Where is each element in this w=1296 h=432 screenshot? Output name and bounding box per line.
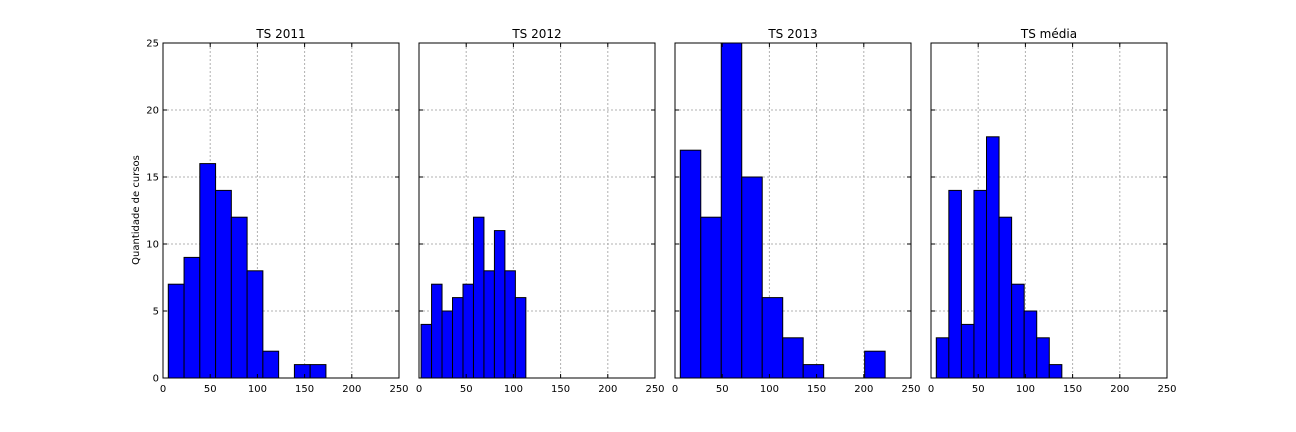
histogram-bar [1048,364,1063,379]
histogram-bar [483,270,495,379]
axes-frame [930,42,1168,379]
x-tick-label: 0 [928,384,934,395]
histogram-bar [1023,310,1038,379]
x-tick-label: 100 [760,384,779,395]
x-tick-label: 0 [160,384,166,395]
histogram-bar [199,163,217,379]
x-tick-label: 200 [598,384,617,395]
histogram-bar [431,283,443,379]
histogram-bar [472,216,485,379]
histogram-bar [1036,337,1050,379]
histogram-bar [960,323,975,379]
y-tick-label: 5 [153,307,159,318]
histogram-bar [309,364,327,379]
x-tick-label: 150 [551,384,570,395]
x-tick-label: 150 [807,384,826,395]
histogram-bar [720,42,743,379]
histogram-bar [462,283,474,379]
subplot-title: TS 2013 [767,27,817,41]
histogram-bar [948,189,962,379]
x-tick-label: 150 [1063,384,1082,395]
x-tick-label: 50 [204,384,217,395]
y-axis-label: Quantidade de cursos [131,155,142,265]
x-tick-label: 50 [460,384,473,395]
histogram-bar [293,364,311,379]
subplot-title: TS 2012 [511,27,561,41]
histogram-bar [802,364,825,379]
histogram-bar [864,350,886,379]
x-tick-label: 250 [645,384,664,395]
y-tick-label: 15 [146,173,159,184]
histogram-bar [215,189,232,379]
subplot-title: TS 2011 [255,27,305,41]
x-tick-label: 250 [901,384,920,395]
histogram-bar [1011,283,1025,379]
x-tick-label: 0 [416,384,422,395]
histogram-bar [986,136,1000,379]
histogram-bar [493,230,506,379]
histogram-bar [230,216,248,379]
histogram-bar [420,323,433,379]
histogram-bar [441,310,454,379]
x-tick-label: 150 [295,384,314,395]
x-tick-label: 200 [1110,384,1129,395]
histogram-bar [262,350,280,379]
subplot-panels: 0 50 100 150 200 250 0 5 10 15 20 25 TS 2011 0 50 100 15… [146,27,1176,395]
x-tick-label: 0 [672,384,678,395]
histogram-bar [167,283,185,379]
axes-frame [674,42,912,379]
y-tick-label: 25 [146,39,159,50]
subplot-3: 0 50 100 150 200 250 TS 2013 [672,27,921,395]
histogram-bar [514,297,527,379]
histogram-bar [761,297,784,379]
axes-frame [162,42,400,379]
subplot-4: 0 50 100 150 200 250 TS média [928,27,1177,395]
x-tick-label: 50 [972,384,985,395]
subplot-1: 0 50 100 150 200 250 0 5 10 15 20 25 TS 2011 [146,27,408,395]
histogram-bar [183,256,201,379]
x-tick-label: 250 [389,384,408,395]
x-tick-label: 100 [504,384,523,395]
x-tick-label: 100 [248,384,267,395]
x-tick-label: 250 [1157,384,1176,395]
histogram-bar [741,176,763,379]
histogram-bar [935,337,950,379]
subplot-title: TS média [1020,27,1077,41]
x-tick-label: 100 [1016,384,1035,395]
histogram-bar [998,216,1013,379]
histogram-bar [700,216,722,379]
y-tick-label: 10 [146,240,159,251]
x-tick-label: 200 [342,384,361,395]
subplot-2: 0 50 100 150 200 250 TS 2012 [416,27,665,395]
y-tick-label: 0 [153,374,159,385]
x-tick-label: 50 [716,384,729,395]
histogram-bar [452,297,464,379]
histogram-bar [504,270,516,379]
histogram-bar [679,149,702,379]
histogram-bar [973,189,988,379]
x-tick-label: 200 [854,384,873,395]
histogram-bar [246,270,264,379]
histogram-bar [782,337,804,379]
y-tick-label: 20 [146,106,159,117]
axes-frame [418,42,656,379]
